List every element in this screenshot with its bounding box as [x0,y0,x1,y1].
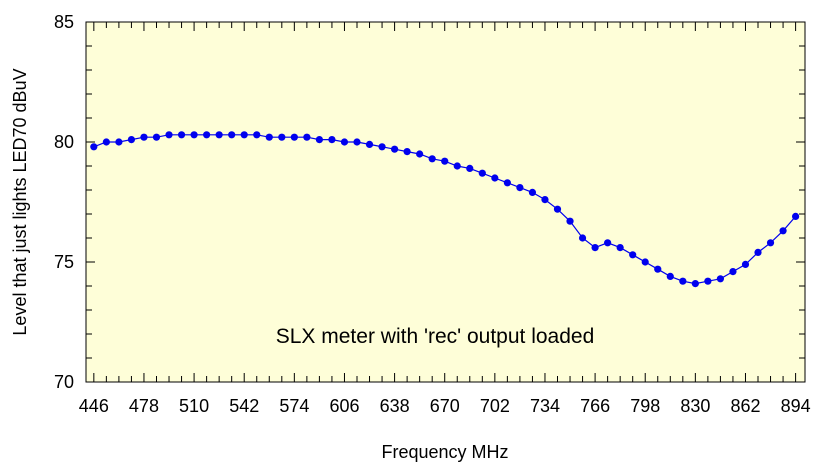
data-point [102,138,110,146]
data-point [340,138,349,146]
data-point [253,131,261,139]
data-point [403,148,411,156]
tick-marks [86,21,805,383]
data-point [140,133,148,141]
data-point [741,260,750,268]
x-tick-label: 734 [530,396,560,416]
data-point [754,248,762,256]
data-point [441,157,449,165]
data-point [215,131,223,139]
data-point [578,234,587,242]
data-point [378,143,386,151]
data-point [177,131,186,139]
x-tick-label: 510 [179,396,209,416]
data-point [792,212,800,220]
data-point [779,227,787,235]
data-point [729,268,737,276]
data-point [528,188,537,196]
x-axis-title: Frequency MHz [381,442,508,462]
data-point [654,265,662,273]
data-point [265,133,273,141]
data-point [165,131,173,139]
data-point [453,162,461,170]
data-point [604,239,612,247]
data-point [566,217,574,225]
y-tick-label: 70 [54,372,74,392]
data-point [704,277,712,285]
y-axis-title: Level that just lights LED70 dBuV [10,68,30,335]
data-point [190,131,198,139]
data-point [90,143,98,151]
data-point [616,244,624,252]
annotation-text: SLX meter with 'rec' output loaded [276,325,595,348]
x-tick-label: 798 [630,396,660,416]
y-tick-label: 75 [54,252,74,272]
x-tick-label: 670 [430,396,460,416]
data-point [115,138,123,146]
x-tick-label: 702 [480,396,510,416]
data-point [428,155,436,163]
data-point [666,272,674,280]
x-tick-label: 766 [580,396,610,416]
x-tick-label: 606 [329,396,359,416]
data-point [365,140,374,148]
y-tick-label: 85 [54,12,74,32]
data-point [228,131,236,139]
data-point [390,145,399,153]
data-point [553,205,562,213]
data-point [503,179,511,187]
data-point [127,136,136,144]
data-point [541,196,549,204]
x-tick-label: 862 [730,396,760,416]
x-tick-label: 638 [380,396,410,416]
data-point [466,164,474,172]
data-point [716,275,725,283]
data-point [416,150,424,158]
data-point [315,136,324,144]
data-point [278,133,286,141]
x-tick-label: 446 [79,396,109,416]
x-tick-label: 542 [229,396,259,416]
data-point [328,136,336,144]
data-point [691,280,699,288]
y-tick-label: 80 [54,132,74,152]
data-point [766,239,775,247]
x-tick-label: 574 [279,396,309,416]
data-point [240,131,248,139]
data-point [290,133,298,141]
data-point [516,184,524,192]
data-point [203,131,211,139]
data-point [303,133,311,141]
tick-labels: 446 478 510 542 574 606 638 670 702 734 766 798 830 8… [54,12,811,416]
data-point [641,258,649,266]
data-point [679,277,687,285]
data-point [591,244,599,252]
data-point [353,138,361,146]
x-tick-label: 478 [129,396,159,416]
series-layer [90,131,800,288]
data-point [478,169,486,177]
data-point [152,133,161,141]
data-point [491,174,499,182]
x-tick-label: 894 [781,396,811,416]
plot-area [85,21,806,383]
data-point [629,251,637,259]
x-tick-label: 830 [680,396,710,416]
